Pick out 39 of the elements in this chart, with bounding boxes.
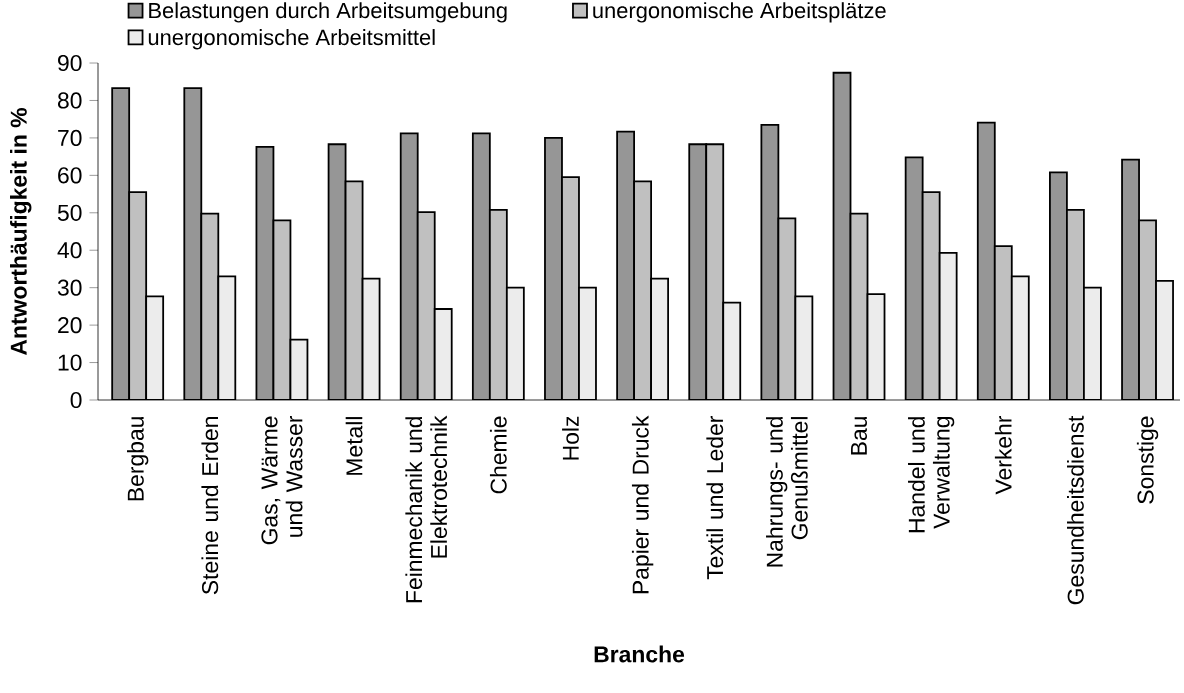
- x-tick-label: Bergbau: [127, 417, 149, 501]
- y-tick-label: 90: [58, 54, 82, 72]
- x-tick-label: Gas, Wärme und Wasser: [261, 415, 303, 545]
- x-tick-label: Handel und Verwaltung: [908, 417, 955, 533]
- x-tick-label: Bau: [851, 417, 867, 455]
- bar: [832, 71, 852, 400]
- x-tick-label: Gesundheitsdienst: [1067, 415, 1084, 605]
- bar: [361, 277, 381, 400]
- legend-label: unergonomische Arbeitsplätze: [593, 2, 886, 23]
- y-tick-label: 60: [58, 167, 82, 184]
- x-tick-label: Papier und Druck: [631, 415, 654, 594]
- x-tick-label: Holz: [562, 416, 579, 460]
- x-tick-label: Sonstige: [1136, 416, 1159, 504]
- bar: [344, 180, 364, 400]
- bar: [255, 145, 275, 400]
- y-tick-label: 50: [57, 204, 82, 221]
- x-tick-label: Textil und Leder: [706, 415, 724, 580]
- y-tick-label: 30: [57, 279, 82, 296]
- y-tick-label: 80: [57, 92, 82, 109]
- legend-label: Belastungen durch Arbeitsumgebung: [149, 2, 507, 23]
- y-tick-label: 40: [57, 242, 82, 259]
- bar: [866, 293, 886, 400]
- legend-label: unergonomische Arbeitsmittel: [148, 29, 435, 50]
- bar: [849, 212, 869, 400]
- bar: [272, 219, 292, 400]
- y-axis-title: Antworthäufigkeit in %: [10, 108, 32, 356]
- x-tick-label: Verkehr: [994, 415, 1012, 495]
- y-tick-label: 0: [70, 391, 82, 409]
- x-tick-label: Nahrungs- und Genußmittel: [766, 417, 808, 567]
- y-tick-label: 20: [58, 317, 82, 334]
- bar: [289, 338, 309, 400]
- x-tick-label: Steine und Erden: [201, 417, 219, 595]
- y-tick-label: 70: [58, 129, 82, 147]
- x-axis-title: Branche: [594, 645, 685, 663]
- x-tick-label: Chemie: [489, 416, 507, 494]
- x-tick-label: Feinmechanik und Elektrotechnik: [405, 415, 448, 603]
- x-tick-label: Metall: [345, 417, 363, 475]
- bar: [327, 143, 347, 400]
- y-tick-label: 10: [58, 354, 82, 371]
